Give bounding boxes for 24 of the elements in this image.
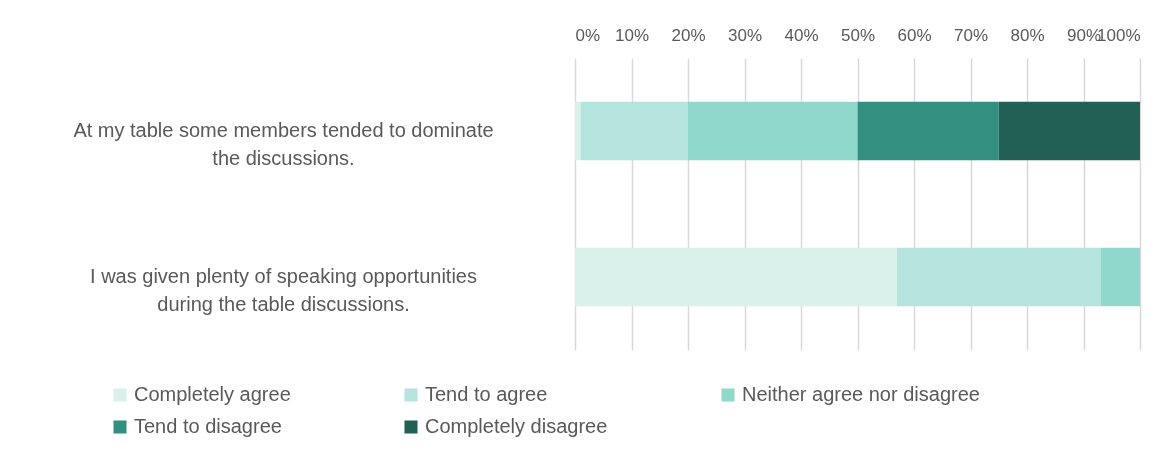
x-tick-label: 30% — [727, 25, 763, 45]
bar — [575, 101, 581, 161]
bar — [897, 247, 1101, 307]
x-tick-label: 70% — [953, 25, 989, 45]
y-tick-label: I was given plenty of speaking opportunities during the table discussions. — [90, 265, 477, 315]
x-tick-label: 80% — [1010, 25, 1045, 45]
bar — [857, 101, 999, 161]
bar — [998, 101, 1140, 161]
x-tick-label: 40% — [784, 25, 819, 45]
x-tick-label: 10% — [614, 25, 650, 45]
x-tick-label: 20% — [671, 25, 706, 45]
legend-label: Completely agree — [134, 383, 291, 405]
bar — [688, 101, 858, 161]
x-tick-label: 60% — [897, 25, 932, 45]
y-tick-label: At my table some members tended to dominate the discussions. — [73, 119, 494, 169]
legend-label: Tend to agree — [425, 383, 548, 405]
x-tick-label: 50% — [840, 25, 876, 45]
bar — [575, 247, 898, 307]
bar — [580, 101, 688, 161]
x-tick-label: 0% — [575, 25, 601, 45]
legend-label: Neither agree nor disagree — [742, 383, 980, 405]
bar — [1100, 247, 1140, 307]
legend-label: Tend to disagree — [134, 415, 282, 437]
legend-label: Completely disagree — [425, 415, 608, 437]
